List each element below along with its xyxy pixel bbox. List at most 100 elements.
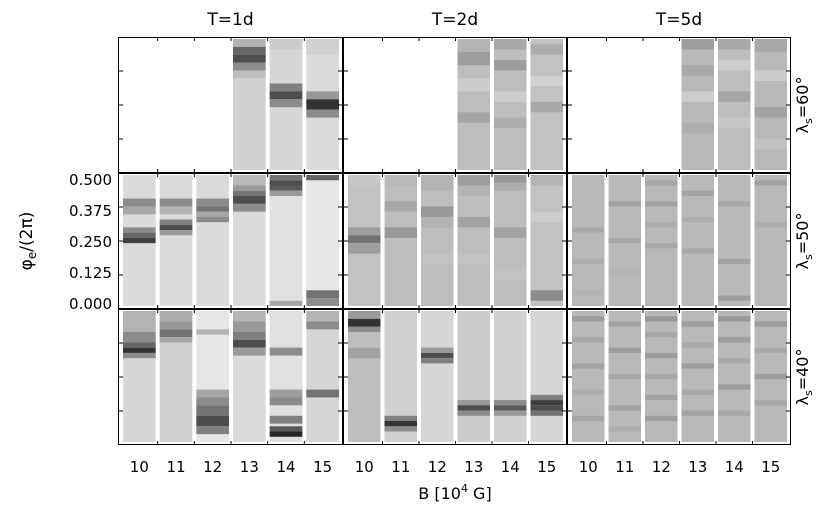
- x-tick-label: 13: [240, 458, 259, 476]
- strip-band: [457, 405, 490, 411]
- strip-base: [530, 311, 563, 442]
- strip-B10: [348, 311, 381, 442]
- strip-band: [754, 321, 787, 327]
- strip-band: [233, 331, 266, 340]
- strip-band: [754, 347, 787, 353]
- strip-base: [681, 311, 714, 442]
- y-tick-label: 0.500: [69, 171, 112, 189]
- strip-B11: [608, 175, 641, 306]
- row-label: λs=40°: [793, 349, 815, 406]
- x-tick-label: 10: [355, 458, 374, 476]
- strip-band: [530, 75, 563, 87]
- strip-band: [196, 397, 229, 406]
- x-tick-label: 15: [761, 458, 780, 476]
- strip-band: [681, 65, 714, 76]
- x-tick-label: 14: [725, 458, 744, 476]
- strip-B10: [123, 311, 156, 442]
- strip-band: [457, 253, 490, 265]
- strip-band: [681, 363, 714, 369]
- strip-band: [457, 39, 490, 53]
- strip-band: [457, 400, 490, 406]
- x-tick-label: 11: [615, 458, 634, 476]
- strip-band: [233, 195, 266, 204]
- strip-band: [494, 182, 527, 191]
- strip-band: [159, 219, 193, 225]
- strip-band: [572, 389, 605, 395]
- strip-B12: [645, 311, 678, 442]
- strip-band: [608, 269, 641, 275]
- strip-band: [681, 342, 714, 348]
- strip-band: [718, 117, 751, 129]
- strip-B14: [494, 175, 527, 306]
- strip-B15: [306, 175, 339, 306]
- x-tick-label: 14: [276, 458, 295, 476]
- strip-band: [681, 91, 714, 102]
- strip-band: [681, 39, 714, 50]
- strip-band: [159, 329, 193, 338]
- strip-band: [421, 347, 454, 353]
- panel-2-1: [343, 309, 567, 445]
- strip-band: [269, 415, 303, 424]
- strip-band: [645, 394, 678, 401]
- strip-B13: [233, 175, 266, 306]
- strip-band: [718, 337, 751, 343]
- strip-B13: [681, 311, 714, 442]
- strip-band: [494, 400, 527, 406]
- strip-B11: [384, 175, 417, 306]
- strip-base: [681, 175, 714, 306]
- strip-band: [572, 227, 605, 233]
- strip-band: [421, 253, 454, 265]
- strip-band: [196, 216, 229, 223]
- strip-band: [159, 337, 193, 343]
- strip-band: [306, 389, 339, 398]
- strip-band: [196, 329, 229, 335]
- column-title: T=2d: [431, 10, 478, 30]
- strip-band: [196, 198, 229, 207]
- strip-band: [123, 352, 156, 359]
- strip-band: [233, 190, 266, 196]
- x-tick-label: 13: [464, 458, 483, 476]
- strip-band: [269, 83, 303, 92]
- x-tick-label: 13: [688, 458, 707, 476]
- strip-B13: [681, 39, 714, 170]
- strip-band: [608, 201, 641, 207]
- strip-B12: [421, 175, 454, 306]
- strip-band: [530, 44, 563, 55]
- strip-band: [718, 258, 751, 265]
- strip-B13: [233, 39, 266, 170]
- strip-band: [348, 326, 381, 332]
- strip-band: [608, 373, 641, 380]
- strip-band: [269, 397, 303, 406]
- strip-band: [123, 311, 156, 332]
- row-label: λs=60°: [793, 77, 815, 134]
- strip-B10: [348, 175, 381, 306]
- strip-B14: [269, 175, 303, 306]
- x-tick-label: 15: [313, 458, 332, 476]
- strip-band: [233, 70, 266, 79]
- strip-band: [530, 211, 563, 223]
- strip-B13: [681, 175, 714, 306]
- strip-B11: [159, 311, 193, 442]
- strip-band: [494, 410, 527, 416]
- strip-band: [457, 52, 490, 66]
- strip-band: [494, 227, 527, 238]
- strip-band: [421, 352, 454, 359]
- strip-B13: [457, 39, 490, 170]
- strip-B14: [494, 311, 527, 442]
- strip-B15: [306, 39, 339, 170]
- strip-band: [159, 198, 193, 207]
- strip-B15: [530, 175, 563, 306]
- strip-band: [384, 227, 417, 238]
- strip-band: [269, 39, 303, 50]
- strip-band: [348, 318, 381, 327]
- strip-band: [159, 321, 193, 330]
- strip-band: [681, 410, 714, 416]
- strip-band: [306, 175, 339, 181]
- strip-B14: [494, 39, 527, 170]
- panels: [118, 37, 791, 445]
- strip-base: [754, 175, 787, 306]
- strip-band: [494, 39, 527, 50]
- strip-band: [123, 198, 156, 207]
- strip-band: [645, 331, 678, 338]
- strip-band: [306, 39, 339, 55]
